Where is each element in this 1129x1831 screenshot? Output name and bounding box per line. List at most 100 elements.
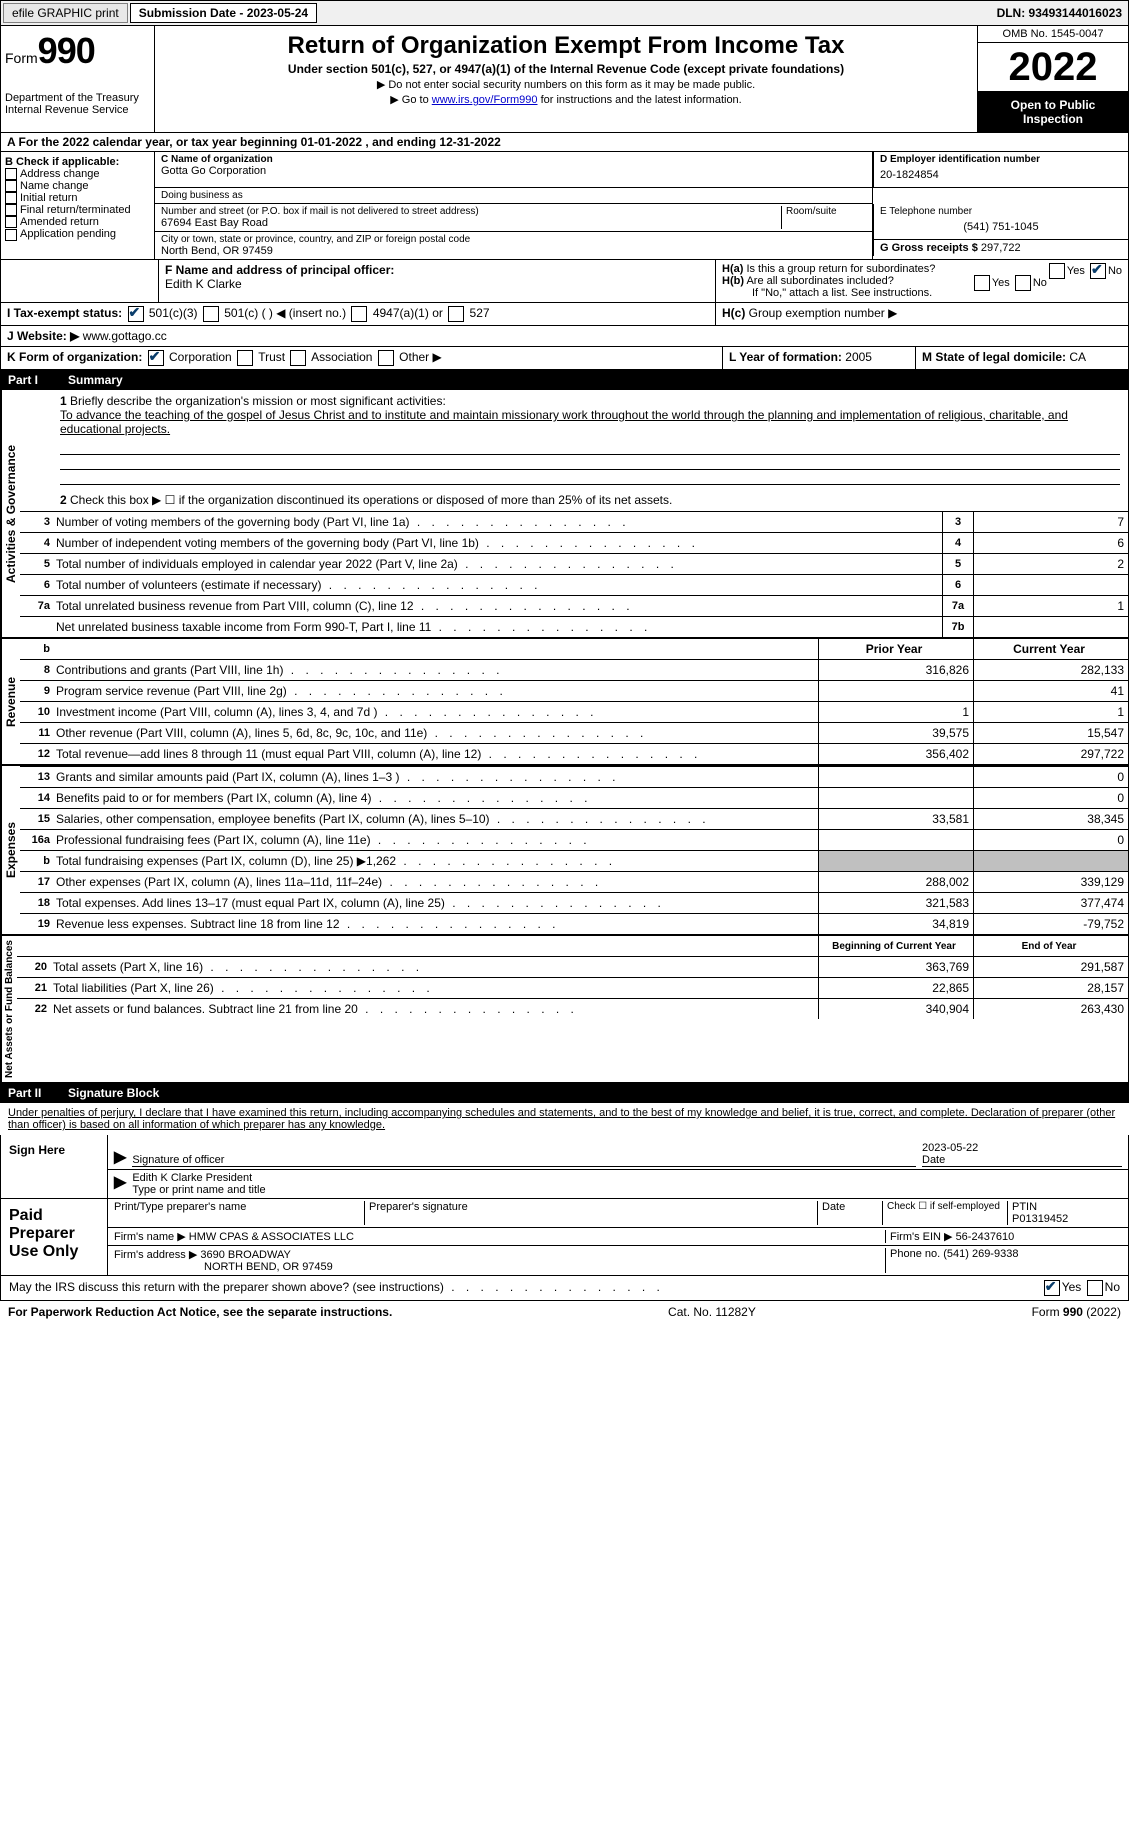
discuss-yes-checkbox[interactable] [1044, 1280, 1060, 1296]
dln-number: DLN: 93493144016023 [997, 6, 1128, 20]
q2-text: Check this box ▶ ☐ if the organization d… [70, 493, 672, 507]
firm-addr2: NORTH BEND, OR 97459 [114, 1261, 333, 1273]
officer-printed-name: Edith K Clarke President [132, 1172, 252, 1184]
summary-row: bTotal fundraising expenses (Part IX, co… [20, 850, 1128, 871]
summary-row: 21Total liabilities (Part X, line 26)22,… [17, 977, 1128, 998]
phone-label: E Telephone number [880, 206, 1122, 217]
end-year-header: End of Year [973, 936, 1128, 956]
vert-net-assets: Net Assets or Fund Balances [1, 936, 17, 1082]
trust-checkbox[interactable] [237, 350, 253, 366]
preparer-signature: Preparer's signature [365, 1201, 818, 1225]
corp-checkbox[interactable] [148, 350, 164, 366]
ein-label: D Employer identification number [880, 154, 1122, 165]
prep-date: Date [818, 1201, 883, 1225]
discuss-no-checkbox[interactable] [1087, 1280, 1103, 1296]
firm-ein-label: Firm's EIN ▶ [890, 1231, 953, 1243]
summary-row: 16aProfessional fundraising fees (Part I… [20, 829, 1128, 850]
summary-row: 18Total expenses. Add lines 13–17 (must … [20, 892, 1128, 913]
sign-here-label: Sign Here [1, 1135, 108, 1198]
summary-row: 9Program service revenue (Part VIII, lin… [20, 680, 1128, 701]
summary-row: 11Other revenue (Part VIII, column (A), … [20, 722, 1128, 743]
org-name: Gotta Go Corporation [161, 165, 866, 177]
org-name-label: C Name of organization [161, 154, 866, 165]
vert-governance: Activities & Governance [1, 390, 20, 637]
h-c-label: H(c) Group exemption number ▶ [716, 303, 1128, 325]
firm-ein: 56-2437610 [956, 1231, 1015, 1243]
cat-number: Cat. No. 11282Y [668, 1305, 756, 1319]
state-domicile-value: CA [1069, 350, 1086, 364]
section-a-tax-year: A For the 2022 calendar year, or tax yea… [1, 133, 1128, 152]
summary-row: 19Revenue less expenses. Subtract line 1… [20, 913, 1128, 934]
form-subtitle-3: ▶ Go to www.irs.gov/Form990 for instruct… [163, 93, 969, 106]
b-option[interactable]: Amended return [5, 216, 150, 228]
officer-signature-line: Signature of officer [132, 1154, 916, 1167]
paid-preparer-label: Paid Preparer Use Only [1, 1199, 108, 1275]
501c3-checkbox[interactable] [128, 306, 144, 322]
4947-checkbox[interactable] [351, 306, 367, 322]
summary-row: 20Total assets (Part X, line 16)363,7692… [17, 956, 1128, 977]
perjury-statement: Under penalties of perjury, I declare th… [0, 1103, 1129, 1135]
assoc-checkbox[interactable] [290, 350, 306, 366]
sig-date: 2023-05-22 [922, 1142, 978, 1154]
b-option[interactable]: Initial return [5, 192, 150, 204]
b-option[interactable]: Address change [5, 168, 150, 180]
ein-value: 20-1824854 [880, 165, 1122, 185]
street-address: 67694 East Bay Road [161, 217, 781, 229]
summary-row: 17Other expenses (Part IX, column (A), l… [20, 871, 1128, 892]
tax-exempt-label: I Tax-exempt status: [7, 306, 122, 320]
open-to-public: Open to Public Inspection [978, 92, 1128, 132]
gross-receipts-label: G Gross receipts $ [880, 242, 978, 254]
summary-row: 7aTotal unrelated business revenue from … [20, 595, 1128, 616]
summary-row: 10Investment income (Part VIII, column (… [20, 701, 1128, 722]
firm-name-label: Firm's name ▶ [114, 1231, 186, 1243]
summary-row: 22Net assets or fund balances. Subtract … [17, 998, 1128, 1019]
print-preparer-name: Print/Type preparer's name [114, 1201, 365, 1225]
irs-link[interactable]: www.irs.gov/Form990 [432, 94, 538, 106]
phone-value: (541) 751-1045 [880, 217, 1122, 237]
part-1-header: Part I Summary [0, 370, 1129, 390]
501c-checkbox[interactable] [203, 306, 219, 322]
vert-expenses: Expenses [1, 766, 20, 934]
firm-phone-label: Phone no. [890, 1248, 940, 1260]
summary-row: 4Number of independent voting members of… [20, 532, 1128, 553]
efile-print-button[interactable]: efile GRAPHIC print [3, 3, 128, 23]
summary-row: 12Total revenue—add lines 8 through 11 (… [20, 743, 1128, 764]
paperwork-notice: For Paperwork Reduction Act Notice, see … [8, 1305, 392, 1319]
mission-label: Briefly describe the organization's miss… [70, 394, 446, 408]
section-b-checkboxes: B Check if applicable: Address changeNam… [1, 152, 155, 259]
summary-row: 6Total number of volunteers (estimate if… [20, 574, 1128, 595]
state-domicile-label: M State of legal domicile: [922, 350, 1066, 364]
summary-row: 13Grants and similar amounts paid (Part … [20, 766, 1128, 787]
website-label: J Website: ▶ [7, 329, 79, 343]
submission-date: Submission Date - 2023-05-24 [130, 3, 317, 23]
h-b-note: If "No," attach a list. See instructions… [722, 287, 1122, 299]
form-header: Form990 Department of the Treasury Inter… [0, 26, 1129, 133]
form-number: Form990 [5, 30, 150, 72]
h-a-label: H(a) Is this a group return for subordin… [722, 263, 1122, 275]
self-employed-check[interactable]: Check ☐ if self-employed [883, 1201, 1008, 1225]
arrow-icon: ▶ [114, 1172, 126, 1196]
arrow-icon: ▶ [114, 1147, 126, 1167]
year-formation-label: L Year of formation: [729, 350, 842, 364]
discuss-question: May the IRS discuss this return with the… [9, 1280, 1042, 1296]
form-org-label: K Form of organization: [7, 350, 142, 364]
b-option[interactable]: Final return/terminated [5, 204, 150, 216]
form-subtitle-2: ▶ Do not enter social security numbers o… [163, 78, 969, 91]
b-option[interactable]: Name change [5, 180, 150, 192]
527-checkbox[interactable] [448, 306, 464, 322]
b-option[interactable]: Application pending [5, 228, 150, 240]
addr-label: Number and street (or P.O. box if mail i… [161, 206, 781, 217]
prior-year-header: Prior Year [818, 639, 973, 659]
other-checkbox[interactable] [378, 350, 394, 366]
ptin-label: PTIN [1012, 1201, 1037, 1213]
officer-name: Edith K Clarke [165, 277, 709, 291]
form-title: Return of Organization Exempt From Incom… [163, 32, 969, 60]
summary-row: 15Salaries, other compensation, employee… [20, 808, 1128, 829]
year-formation-value: 2005 [845, 350, 872, 364]
summary-row: 8Contributions and grants (Part VIII, li… [20, 659, 1128, 680]
summary-row: 5Total number of individuals employed in… [20, 553, 1128, 574]
firm-addr1: 3690 BROADWAY [200, 1249, 290, 1261]
summary-row: 3Number of voting members of the governi… [20, 511, 1128, 532]
ptin-value: P01319452 [1012, 1213, 1068, 1225]
summary-row: Net unrelated business taxable income fr… [20, 616, 1128, 637]
